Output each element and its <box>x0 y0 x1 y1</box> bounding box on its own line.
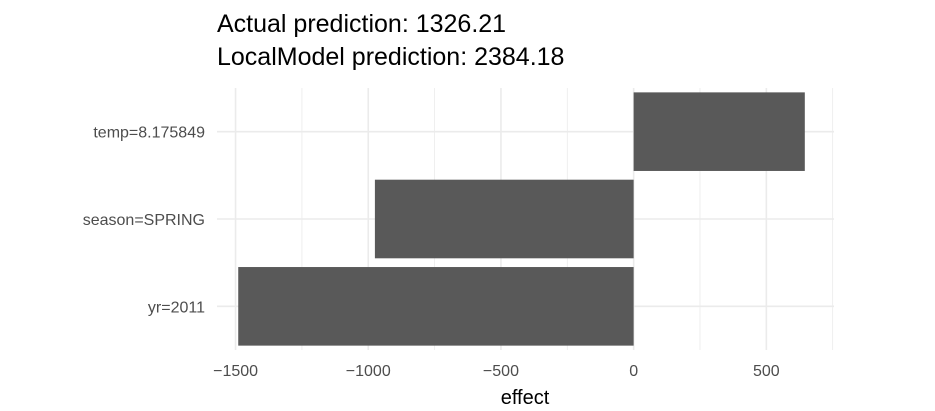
bars <box>238 92 805 346</box>
x-axis-title: effect <box>501 387 550 409</box>
x-tick-label: −1000 <box>346 363 391 380</box>
y-tick-label: temp=8.175849 <box>93 125 205 142</box>
x-tick-label: 500 <box>753 363 780 380</box>
x-tick-labels: −1500 −1000 −500 0 500 <box>213 363 780 380</box>
chart-subtitle: LocalModel prediction: 2384.18 <box>217 43 565 71</box>
bar-yr=2011 <box>238 267 634 346</box>
x-tick-label: −500 <box>483 363 519 380</box>
y-tick-label: yr=2011 <box>148 299 205 316</box>
y-tick-labels: temp=8.175849 season=SPRING yr=2011 <box>83 125 205 317</box>
x-tick-label: −1500 <box>213 363 258 380</box>
x-tick-label: 0 <box>629 363 638 380</box>
chart-title: Actual prediction: 1326.21 <box>217 10 507 38</box>
y-tick-label: season=SPRING <box>83 212 205 229</box>
bar-season=SPRING <box>374 179 634 259</box>
bar-temp=8.175849 <box>633 92 805 171</box>
